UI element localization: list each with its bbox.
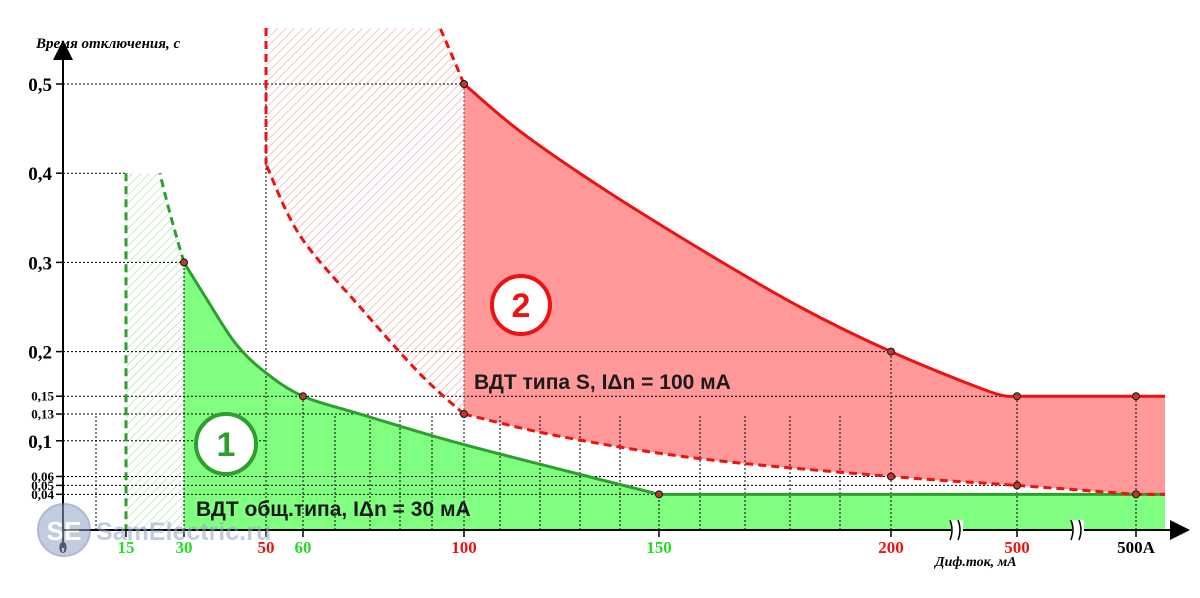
y-tick-labels: 0,5 0,4 0,3 0,2 0,15 0,13 0,1 0,060,050,04 (28, 75, 63, 502)
y-tick-label: 0,04 (31, 487, 54, 502)
axis-break-mark (949, 519, 953, 541)
x-tick-label: 500А (1117, 538, 1156, 557)
green-data-point (655, 490, 663, 499)
watermark-logo-text: SE (47, 516, 82, 546)
green-curve (182, 261, 1165, 496)
x-tick-label: 500 (1004, 538, 1030, 557)
axis-breaks (949, 519, 1084, 541)
y-tick-label: 0,2 (28, 343, 52, 364)
red-upper-data-point (460, 80, 468, 88)
y-tick-label: 0,3 (28, 253, 52, 274)
series-curves (124, 27, 1165, 530)
watermark-text: SamElectric.ru (96, 518, 271, 546)
x-tick-label: 60 (295, 538, 312, 557)
axis-break-mark (957, 519, 961, 541)
red-lower-data-point (1132, 490, 1140, 499)
y-tick-label: 0,06 (31, 469, 54, 484)
red-lower-data-point (887, 472, 895, 481)
badge-2: 2 (490, 274, 552, 336)
x-axis-title: Диф.ток, мА (933, 555, 1017, 570)
red-upper-data-point (1132, 392, 1140, 401)
x-tick-label: 150 (646, 538, 672, 557)
series-label-s-type: ВДТ типа S, IΔn = 100 мА (474, 371, 731, 394)
y-tick-label: 0,15 (31, 389, 54, 404)
badge-2-text: 2 (512, 287, 531, 325)
x-tick-labels: 015305060100150200500500А (59, 530, 1156, 557)
red-lower-data-point (460, 410, 468, 419)
red-dashed-lower-ext (264, 163, 466, 416)
y-tick-label: 0,5 (28, 75, 52, 96)
red-lower-curve (463, 412, 1165, 496)
green-dashed-upper (158, 172, 186, 263)
series-label-general-type: ВДТ общ.типа, IΔn = 30 мА (196, 498, 471, 521)
red-dashed-upper (438, 27, 466, 85)
red-upper-data-point (1013, 392, 1021, 401)
green-data-point (299, 392, 307, 401)
axis-break-mark (1070, 519, 1074, 541)
red-lower-data-point (1013, 481, 1021, 490)
green-data-point (180, 258, 188, 267)
red-zone-fill (464, 84, 1165, 495)
watermark-logo-icon (37, 503, 91, 557)
red-upper-data-point (887, 347, 895, 356)
gridlines (63, 83, 1137, 530)
red-zone-hatch (266, 28, 464, 415)
y-axis-title: Время отключения, с (35, 36, 180, 52)
data-points (180, 80, 1140, 499)
series-fills (126, 28, 1165, 530)
watermark: SE SamElectric.ru (37, 503, 271, 557)
x-tick-label: 15 (118, 538, 135, 557)
green-zone-fill (184, 262, 1165, 530)
y-tick-label: 0,05 (31, 478, 54, 493)
y-tick-label: 0,4 (28, 164, 52, 185)
badge-1: 1 (194, 412, 258, 476)
x-tick-label: 30 (176, 538, 193, 557)
y-tick-label: 0,1 (28, 432, 52, 453)
x-tick-label: 100 (451, 538, 477, 557)
axis-break-gap (951, 520, 963, 540)
x-tick-label: 200 (878, 538, 904, 557)
badge-1-text: 1 (217, 426, 236, 464)
x-tick-label: 50 (258, 538, 275, 557)
axis-break-gap (1072, 520, 1084, 540)
red-upper-curve (463, 82, 1165, 398)
y-tick-label: 0,13 (31, 407, 54, 422)
axis-break-mark (1078, 519, 1082, 541)
